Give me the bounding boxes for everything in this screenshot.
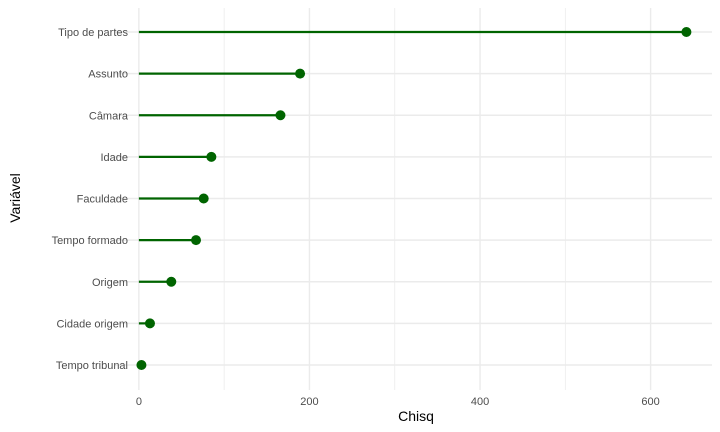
y-tick-label: Assunto [88,69,128,81]
y-tick-label: Faculdade [77,194,128,206]
y-axis-title: Variável [7,173,23,223]
y-tick-label: Origem [92,277,128,289]
x-tick-label: 400 [471,396,489,408]
x-tick-label: 600 [641,396,659,408]
x-tick-label: 200 [300,396,318,408]
lollipop-point [166,276,177,287]
x-tick-label: 0 [136,396,142,408]
x-tick-labels: 0 200 400 600 [136,396,660,408]
lollipop-point [136,360,147,370]
lollipop-point [198,193,209,204]
y-tick-label: Tempo formado [52,235,128,247]
lollipop-point [191,235,202,246]
x-axis-title: Chisq [398,408,434,424]
y-tick-label: Cidade origem [56,318,128,330]
lollipop-point [144,318,155,329]
y-tick-label: Tipo de partes [58,27,128,39]
y-tick-label: Idade [100,152,128,164]
y-tick-labels: Tipo de partes Assunto Câmara Idade Faculdad… [52,27,129,372]
lollipop-point [681,27,692,37]
y-tick-label: Tempo tribunal [56,360,128,372]
lollipop-point [295,68,306,79]
chart-marks [136,27,692,370]
y-tick-label: Câmara [89,110,129,122]
lollipop-point [206,151,217,162]
lollipop-point [275,110,286,121]
